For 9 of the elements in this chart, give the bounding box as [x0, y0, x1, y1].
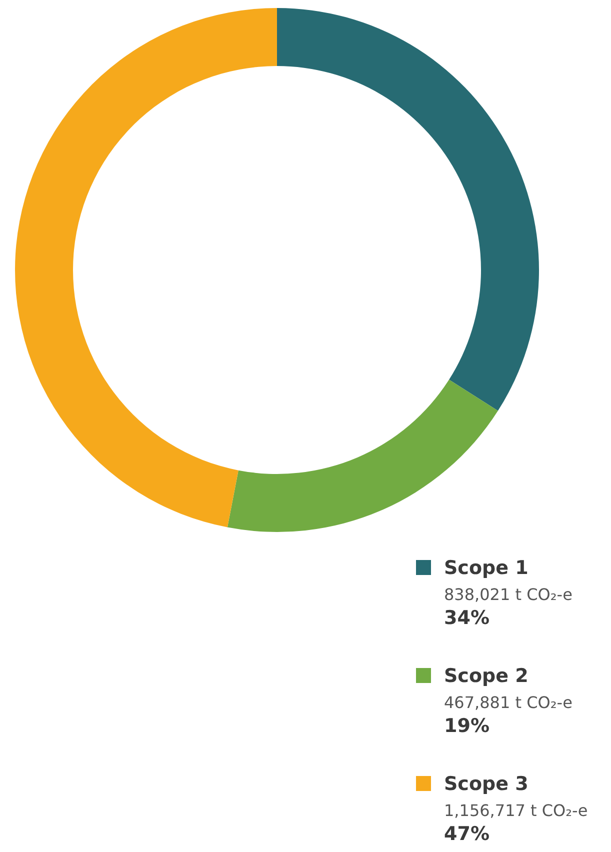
legend-label: Scope 3: [444, 773, 528, 795]
data-label: 467,881 t CO₂-e 19%: [444, 693, 572, 737]
legend-label: Scope 1: [444, 557, 528, 579]
data-label: 1,156,717 t CO₂-e 47%: [444, 801, 588, 845]
data-label: 838,021 t CO₂-e 34%: [444, 585, 572, 629]
legend-label: Scope 2: [444, 665, 528, 687]
donut-slice: [15, 8, 277, 528]
donut-slice: [277, 8, 539, 411]
donut-slice: [227, 380, 498, 532]
